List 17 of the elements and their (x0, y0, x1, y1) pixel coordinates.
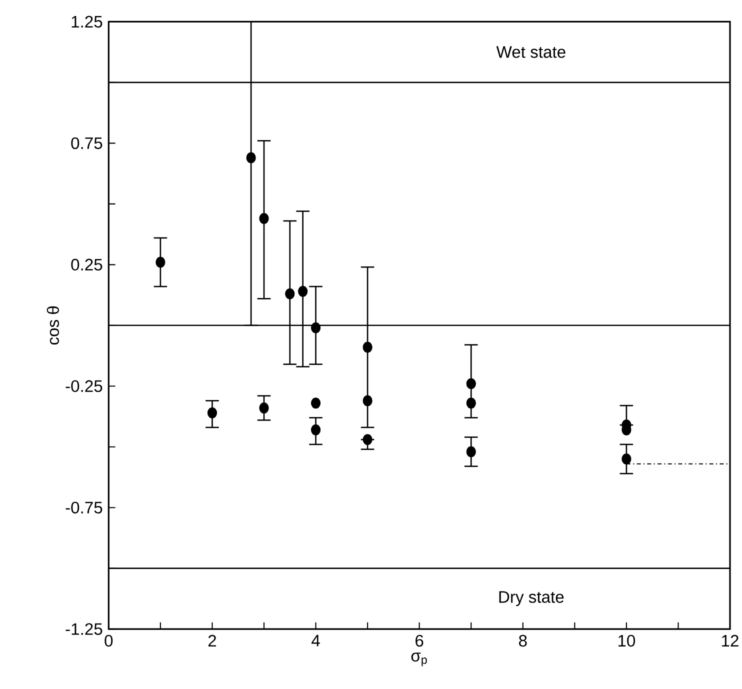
y-axis-title: cos θ (46, 306, 60, 345)
ref-line-label: Wet state (496, 46, 566, 58)
y-tick-label: -0.25 (66, 380, 102, 392)
y-tick-label: -0.75 (66, 502, 102, 514)
y-tick-label: 0.75 (71, 137, 102, 150)
x-tick-label: 2 (208, 634, 216, 646)
y-tick-label: -1.25 (66, 623, 102, 635)
x-tick-label: 12 (722, 634, 738, 646)
x-tick-label: 6 (416, 634, 424, 647)
x-tick-label: 4 (312, 634, 320, 646)
y-tick-label: 1.25 (72, 16, 102, 28)
x-tick-label: 8 (519, 634, 527, 647)
ref-line-label: Dry state (499, 591, 564, 606)
x-axis-title: σ$_{p}$ (411, 652, 427, 666)
x-tick-label: 0 (104, 634, 113, 647)
x-tick-label: 10 (618, 634, 636, 647)
y-tick-label: 0.25 (71, 258, 102, 271)
